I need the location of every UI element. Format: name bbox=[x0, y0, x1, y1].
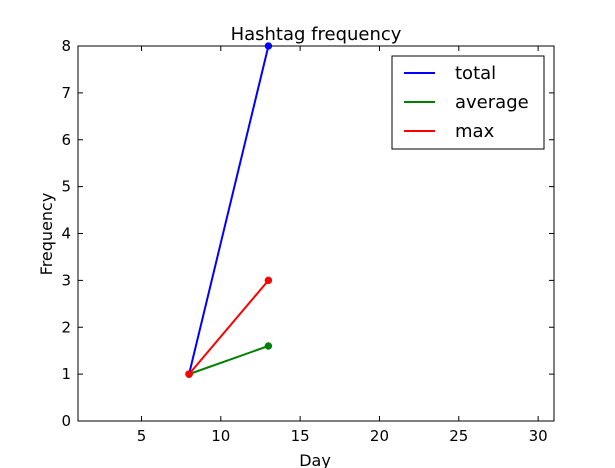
x-tick-label-20: 20 bbox=[370, 427, 389, 445]
x-tick-label-15: 15 bbox=[291, 427, 310, 445]
legend-label-max: max bbox=[455, 121, 495, 142]
y-axis-label: Frequency bbox=[37, 193, 56, 276]
data-point-max-1 bbox=[264, 276, 273, 285]
chart-title: Hashtag frequency bbox=[231, 24, 402, 45]
series-line-total bbox=[188, 45, 270, 375]
legend: total average max bbox=[391, 55, 545, 150]
y-tick-label-0: 0 bbox=[61, 412, 71, 430]
y-tick-label-7: 7 bbox=[61, 84, 71, 102]
x-tick-label-30: 30 bbox=[529, 427, 548, 445]
y-tick-label-1: 1 bbox=[61, 365, 71, 383]
series-line-max bbox=[188, 279, 270, 375]
x-tick-label-5: 5 bbox=[137, 427, 147, 445]
legend-label-average: average bbox=[455, 92, 529, 113]
plot-area: 5 10 15 20 25 30 0 1 2 3 4 5 6 7 8 total average max bbox=[61, 37, 555, 445]
y-tick-label-6: 6 bbox=[61, 131, 71, 149]
x-tick-label-25: 25 bbox=[449, 427, 468, 445]
y-tick-label-3: 3 bbox=[61, 271, 71, 289]
y-tick-label-4: 4 bbox=[61, 225, 71, 243]
series-line-average bbox=[188, 345, 269, 376]
y-tick-label-8: 8 bbox=[61, 37, 71, 55]
x-tick-label-10: 10 bbox=[211, 427, 230, 445]
y-tick-label-5: 5 bbox=[61, 178, 71, 196]
legend-label-total: total bbox=[455, 63, 496, 84]
data-point-average-1 bbox=[264, 342, 273, 350]
data-point-total-1 bbox=[264, 42, 273, 50]
y-tick-label-2: 2 bbox=[61, 318, 71, 336]
x-axis-label: Day bbox=[299, 451, 331, 468]
data-point-max-0 bbox=[185, 370, 193, 378]
